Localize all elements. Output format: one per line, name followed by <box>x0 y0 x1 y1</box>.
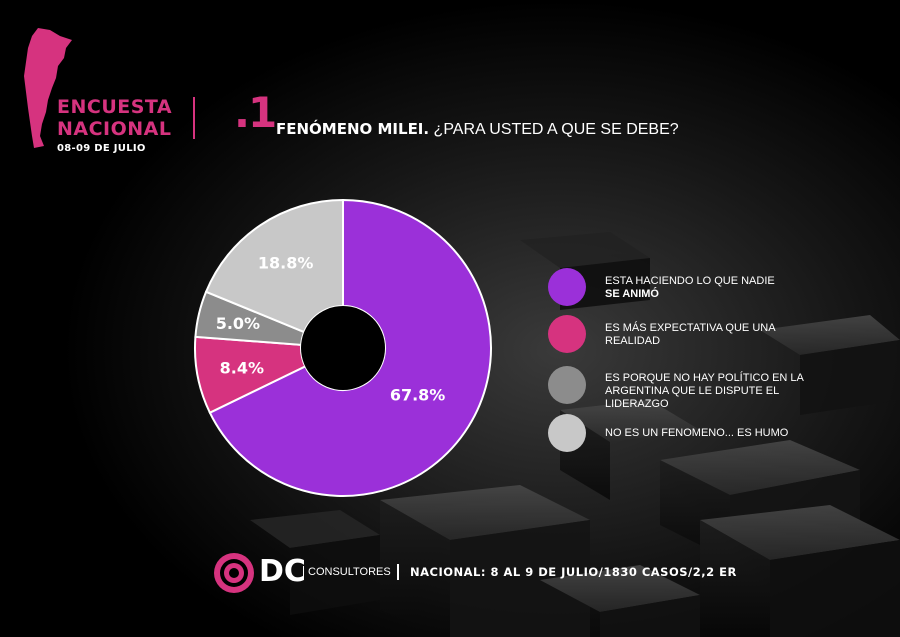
legend-label-text: ESTA HACIENDO LO QUE NADIE <box>605 275 775 287</box>
header-divider <box>193 97 195 139</box>
slice-label: 18.8% <box>258 253 314 272</box>
legend-swatch <box>548 414 586 452</box>
brand-name: DC <box>259 554 306 589</box>
legend-label: ESTA HACIENDO LO QUE NADIE SE ANIMÓ <box>605 275 815 301</box>
survey-dates: 08-09 DE JULIO <box>57 143 146 154</box>
legend-swatch <box>548 315 586 353</box>
donut-hole <box>301 306 385 390</box>
survey-title: ENCUESTA NACIONAL <box>57 96 172 140</box>
slice-label: 5.0% <box>216 314 260 333</box>
slice-label: 8.4% <box>220 358 264 377</box>
legend-label: ES MÁS EXPECTATIVA QUE UNA REALIDAD <box>605 322 815 348</box>
dc-logo-icon <box>214 553 254 593</box>
brand-subtitle: CONSULTORES <box>303 566 391 578</box>
question-text: FENÓMENO MILEI. ¿PARA USTED A QUE SE DEB… <box>276 120 679 139</box>
legend-swatch <box>548 268 586 306</box>
legend-label: ES PORQUE NO HAY POLÍTICO EN LA ARGENTIN… <box>605 372 815 411</box>
footer-divider <box>397 564 399 580</box>
survey-title-line1: ENCUESTA <box>57 96 173 118</box>
question-rest: ¿PARA USTED A QUE SE DEBE? <box>429 121 679 138</box>
legend-label-text: NO ES UN FENOMENO... ES HUMO <box>605 427 789 439</box>
legend-swatch <box>548 366 586 404</box>
question-number: .1 <box>234 88 277 137</box>
legend-label-text: ES MÁS EXPECTATIVA QUE UNA REALIDAD <box>605 322 775 347</box>
argentina-map-icon <box>24 28 72 148</box>
footer-note: NACIONAL: 8 AL 9 DE JULIO/1830 CASOS/2,2… <box>410 565 737 579</box>
legend-label-text: ES PORQUE NO HAY POLÍTICO EN LA ARGENTIN… <box>605 372 804 410</box>
survey-title-line2: NACIONAL <box>57 118 172 140</box>
question-bold: FENÓMENO MILEI. <box>276 120 430 138</box>
slice-label: 67.8% <box>390 386 446 405</box>
legend-label: NO ES UN FENOMENO... ES HUMO <box>605 427 815 440</box>
legend-label-emphasis: SE ANIMÓ <box>605 288 659 300</box>
